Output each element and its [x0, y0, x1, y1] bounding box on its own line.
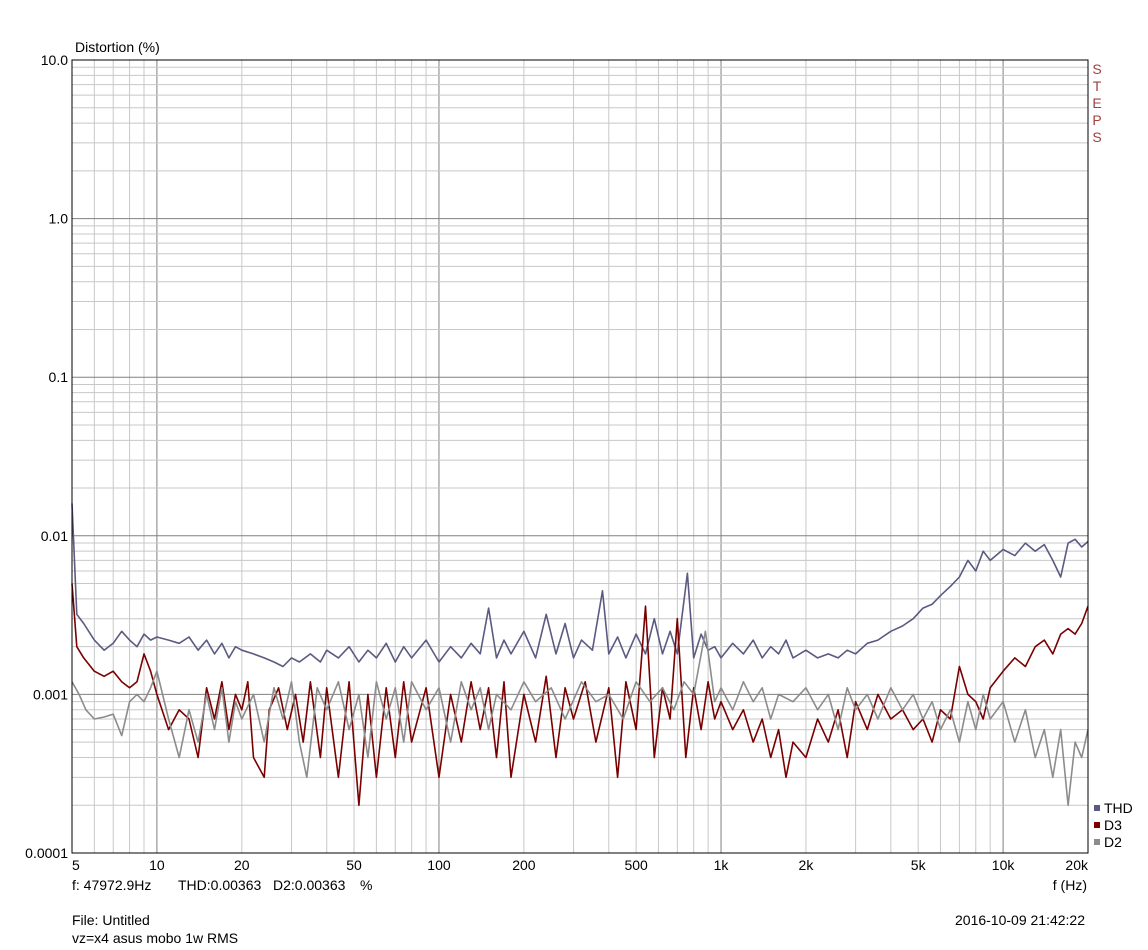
legend-swatch-d2 — [1094, 839, 1100, 845]
x-tick-labels: 5 10 20 50 100 200 500 1k 2k 5k 10k 20k — [72, 857, 1089, 873]
x-tick-label: 5 — [72, 857, 80, 873]
readout-unit: % — [360, 877, 373, 893]
y-tick-label: 0.0001 — [25, 845, 68, 861]
y-tick-label: 0.001 — [33, 686, 68, 702]
series-line-d3 — [71, 583, 1089, 807]
series-line-thd — [71, 503, 1089, 668]
x-tick-label: 2k — [799, 857, 815, 873]
y-axis-label: Distortion (%) — [75, 39, 160, 55]
y-tick-label: 1.0 — [49, 211, 69, 227]
x-tick-label: 200 — [512, 857, 536, 873]
y-tick-labels: 10.0 1.0 0.1 0.01 0.001 0.0001 — [25, 52, 68, 861]
x-tick-label: 100 — [427, 857, 451, 873]
x-axis-label: f (Hz) — [1053, 877, 1087, 893]
x-tick-label: 50 — [346, 857, 362, 873]
x-tick-label: 20 — [234, 857, 250, 873]
timestamp: 2016-10-09 21:42:22 — [955, 912, 1085, 928]
x-tick-label: 10k — [992, 857, 1016, 873]
legend-label-d3: D3 — [1104, 817, 1122, 833]
legend-label-d2: D2 — [1104, 834, 1122, 850]
readout-d2: D2:0.00363 — [273, 877, 346, 893]
y-tick-label: 10.0 — [41, 52, 68, 68]
series-line-d2 — [71, 630, 1089, 807]
legend-label-thd: THD — [1104, 800, 1133, 816]
series-lines — [71, 503, 1089, 807]
x-tick-label: 1k — [714, 857, 730, 873]
x-tick-label: 5k — [911, 857, 927, 873]
brand-letter: E — [1092, 95, 1101, 111]
x-tick-label: 20k — [1065, 857, 1089, 873]
y-tick-label: 0.1 — [49, 369, 69, 385]
readout-thd: THD:0.00363 — [178, 877, 262, 893]
grid-lines — [71, 60, 1089, 854]
readout-frequency: f: 47972.9Hz — [72, 877, 152, 893]
legend-swatch-d3 — [1094, 822, 1100, 828]
file-name: File: Untitled — [72, 912, 150, 928]
brand-letter: T — [1093, 78, 1102, 94]
brand-letter: S — [1092, 129, 1101, 145]
plot-frame — [71, 59, 1089, 854]
legend-swatch-thd — [1094, 805, 1100, 811]
x-tick-label: 500 — [624, 857, 648, 873]
description: vz=x4 asus mobo 1w RMS — [72, 930, 239, 946]
y-tick-label: 0.01 — [41, 528, 68, 544]
x-tick-label: 10 — [149, 857, 165, 873]
brand-letter: S — [1092, 61, 1101, 77]
brand-letter: P — [1092, 112, 1101, 128]
